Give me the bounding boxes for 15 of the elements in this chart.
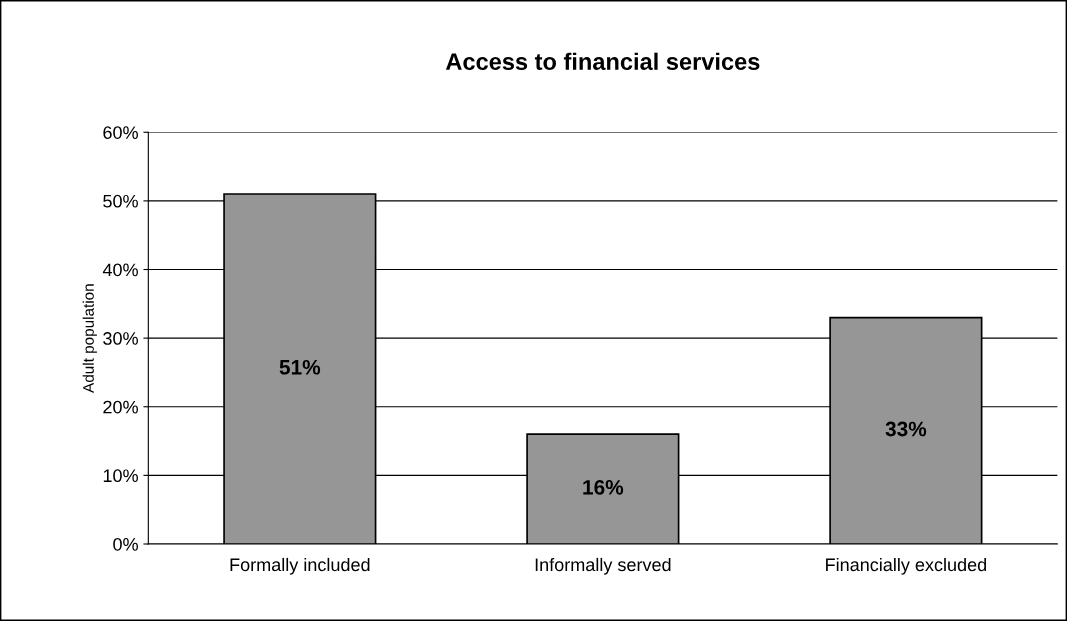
- y-tick-label: 10%: [103, 469, 138, 483]
- data-label: 51%: [279, 359, 321, 375]
- y-tick-label: 20%: [103, 400, 138, 414]
- data-label: 16%: [583, 479, 624, 495]
- y-tick-label: 0%: [113, 537, 138, 551]
- y-tick-label: 50%: [103, 194, 138, 208]
- y-axis-title: Adult population: [82, 284, 97, 393]
- chart-title: Access to financial services: [445, 52, 760, 71]
- x-tick-label: Financially excluded: [826, 557, 987, 575]
- y-tick-label: 30%: [103, 332, 138, 345]
- data-label: 33%: [885, 421, 927, 437]
- y-tick-label: 60%: [103, 126, 138, 139]
- x-tick-label: Formally included: [230, 557, 370, 575]
- x-tick-label: Informally served: [535, 557, 671, 575]
- y-tick-label: 40%: [102, 263, 138, 277]
